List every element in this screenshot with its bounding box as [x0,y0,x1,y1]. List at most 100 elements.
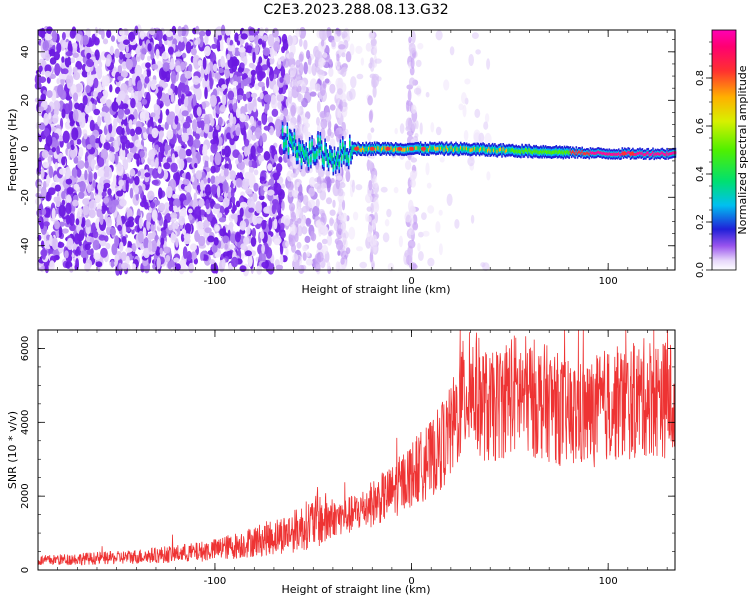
noise-blob [316,100,321,113]
noise-blob [253,182,259,192]
noise-blob [303,39,308,50]
colorbar-tick-label: 0.4 [695,166,706,182]
noise-blob [238,47,246,53]
noise-blob [382,232,390,243]
signal-band-core [286,128,289,135]
noise-blob [180,61,186,71]
noise-blob [130,98,136,109]
spectrogram-ytick-label: -20 [20,189,31,205]
noise-blob [165,70,171,83]
noise-blob [134,139,141,148]
noise-blob [106,216,112,228]
noise-blob [282,58,290,68]
noise-blob [261,219,267,230]
noise-blob [214,72,219,79]
noise-blob [384,219,390,227]
noise-blob [407,89,412,102]
noise-blob [273,69,281,75]
noise-blob [341,101,348,108]
noise-blob [117,75,124,81]
noise-blob [162,62,170,72]
noise-blob [66,214,70,225]
noise-blob [338,103,342,110]
noise-blob [113,174,117,187]
noise-blob [248,62,255,68]
signal-band-core [332,163,335,170]
noise-blob [290,211,296,222]
noise-blob [193,206,202,219]
noise-blob [41,247,47,260]
noise-blob [263,94,272,103]
noise-blob [72,66,78,74]
noise-blob [151,209,158,222]
noise-blob [360,57,365,66]
noise-blob [71,167,78,179]
signal-band-core [300,157,303,163]
noise-blob [367,95,373,106]
noise-blob [261,114,267,126]
noise-blob [223,68,229,75]
noise-blob [271,94,276,105]
noise-blob [486,58,491,70]
noise-blob [65,202,72,215]
noise-blob [349,43,355,56]
noise-blob [77,160,85,170]
noise-blob [290,156,297,163]
noise-blob [183,84,190,95]
noise-blob [228,170,237,181]
noise-blob [321,238,328,245]
noise-blob [245,91,251,99]
noise-blob [124,53,132,59]
noise-blob [185,148,192,157]
noise-blob [321,244,329,255]
noise-blob [150,224,155,232]
noise-blob [209,77,213,90]
noise-blob [368,31,375,40]
noise-blob [408,252,413,264]
noise-blob [88,101,93,112]
noise-blob [280,113,284,121]
noise-blob [296,241,302,249]
noise-blob [118,179,125,187]
noise-blob [93,91,98,98]
noise-blob [43,112,49,126]
noise-blob [54,220,60,230]
spectrogram-xlabel: Height of straight line (km) [301,283,450,296]
noise-blob [405,117,412,130]
noise-blob [261,132,268,143]
noise-blob [131,263,136,270]
noise-blob [340,257,345,265]
noise-blob [350,76,357,89]
noise-blob [246,45,253,54]
noise-blob [449,46,455,56]
noise-blob [182,199,190,206]
noise-blob [337,250,341,256]
noise-blob [98,234,106,241]
noise-blob [44,70,51,78]
noise-blob [316,116,320,126]
noise-blob [105,134,111,141]
noise-blob [316,242,323,251]
noise-blob [210,165,216,174]
noise-blob [188,208,193,214]
snr-ytick-label: 4000 [20,410,31,435]
noise-blob [77,56,85,62]
signal-band-core [349,140,351,147]
noise-blob [250,236,257,247]
noise-blob [182,229,187,235]
noise-blob [158,39,163,47]
noise-blob [259,135,263,147]
noise-blob [128,142,134,149]
noise-blob [156,257,161,270]
noise-blob [164,142,169,155]
noise-blob [221,94,227,106]
noise-blob [56,145,60,155]
colorbar-tick-label: 0.2 [695,214,706,230]
noise-blob [135,126,142,135]
noise-blob [418,251,424,261]
noise-blob [65,178,73,185]
noise-blob [170,162,178,173]
noise-blob [275,128,281,138]
noise-blob [72,71,81,81]
noise-blob [209,94,217,107]
